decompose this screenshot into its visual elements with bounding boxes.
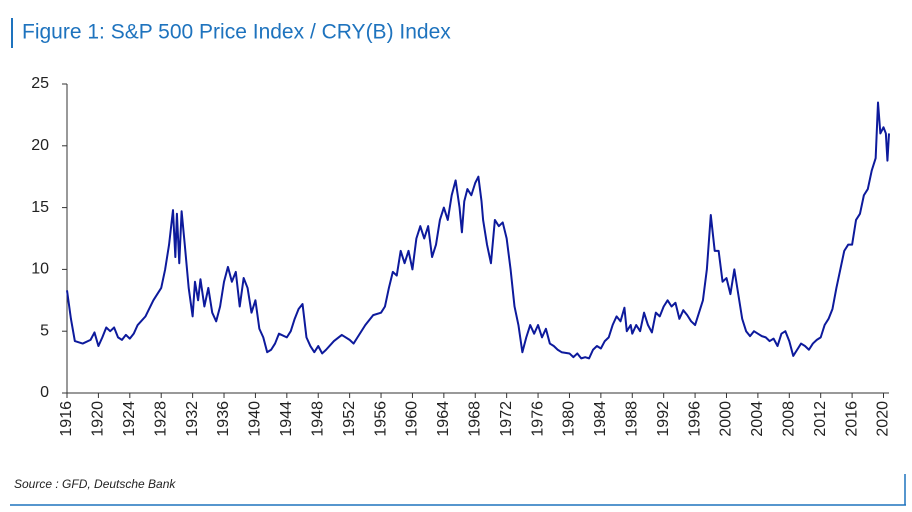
x-tick-label: 1972 bbox=[498, 401, 515, 437]
x-tick-label: 1928 bbox=[152, 401, 169, 437]
y-tick-label: 25 bbox=[31, 75, 49, 92]
x-tick-label: 1924 bbox=[121, 401, 138, 437]
x-tick-label: 2016 bbox=[843, 401, 860, 437]
x-tick-label: 2000 bbox=[718, 401, 735, 437]
x-tick-label: 1932 bbox=[184, 401, 201, 437]
x-tick-label: 1936 bbox=[215, 401, 232, 437]
x-tick-label: 1920 bbox=[90, 401, 107, 437]
x-tick-label: 1948 bbox=[309, 401, 326, 437]
x-tick-label: 2020 bbox=[875, 401, 892, 437]
y-tick-label: 20 bbox=[31, 137, 49, 154]
series-line bbox=[66, 101, 890, 360]
x-tick-label: 1960 bbox=[404, 401, 421, 437]
source-note: Source : GFD, Deutsche Bank bbox=[14, 477, 176, 491]
x-tick-label: 1984 bbox=[592, 401, 609, 437]
x-tick-label: 1916 bbox=[58, 401, 75, 437]
title-bar bbox=[11, 18, 13, 48]
y-tick-label: 15 bbox=[31, 199, 49, 216]
x-tick-label: 1964 bbox=[435, 401, 452, 437]
x-tick-label: 1956 bbox=[372, 401, 389, 437]
x-tick-label: 2004 bbox=[749, 401, 766, 437]
x-tick-label: 1996 bbox=[686, 401, 703, 437]
x-tick-label: 2012 bbox=[812, 401, 829, 437]
x-tick-label: 1968 bbox=[466, 401, 483, 437]
y-tick-label: 0 bbox=[40, 384, 49, 401]
x-tick-label: 1952 bbox=[341, 401, 358, 437]
x-tick-label: 1944 bbox=[278, 401, 295, 437]
x-tick-label: 1940 bbox=[247, 401, 264, 437]
x-tick-label: 1992 bbox=[655, 401, 672, 437]
x-tick-label: 1988 bbox=[623, 401, 640, 437]
x-tick-label: 1976 bbox=[529, 401, 546, 437]
chart-title: Figure 1: S&P 500 Price Index / CRY(B) I… bbox=[22, 21, 451, 44]
x-tick-label: 2008 bbox=[781, 401, 798, 437]
y-tick-label: 5 bbox=[40, 322, 49, 339]
x-tick-label: 1980 bbox=[561, 401, 578, 437]
y-tick-label: 10 bbox=[31, 261, 49, 278]
